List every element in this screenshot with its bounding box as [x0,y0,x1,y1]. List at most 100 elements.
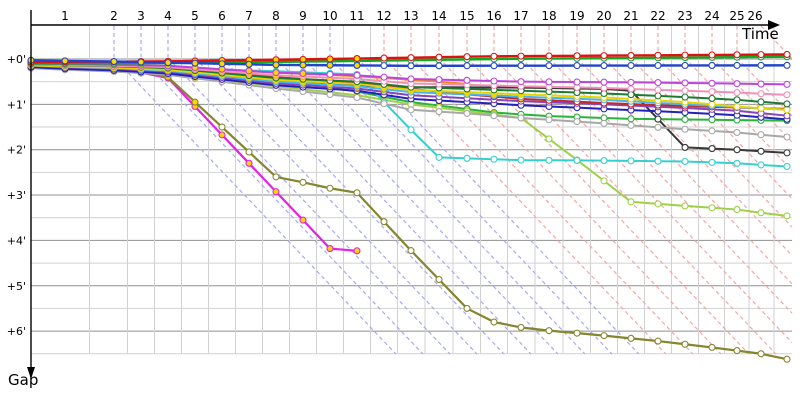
time-axis-arrow-icon [768,20,780,30]
marker-silver [783,133,791,141]
x-tick-label: 5 [191,9,199,23]
marker-cyan [545,156,553,164]
marker-olive [191,98,199,106]
marker-pink [681,87,689,95]
marker-blue [627,61,635,70]
marker-silver [463,109,471,117]
marker-blue [545,62,553,70]
marker-pink [733,89,741,97]
marker-cyan [435,153,443,161]
marker-violet [435,76,443,84]
marker-blue [517,62,525,70]
marker-black [681,143,689,151]
x-tick-label: 16 [486,9,501,23]
marker-violet [380,73,388,81]
x-tick-label: 6 [218,9,226,23]
marker-blue [490,62,498,70]
marker-violet [573,78,581,86]
marker-violet [326,70,334,78]
marker-olive [407,247,415,255]
marker-violet [783,80,791,88]
marker-silver [407,106,415,114]
marker-yellow [733,103,741,111]
marker-violet [627,78,635,86]
marker-cyan [681,157,689,166]
x-tick-label: 25 [729,9,744,23]
marker-olive [627,334,635,342]
marker-pink [757,90,765,98]
marker-lightgreen [757,209,765,217]
marker-red [573,52,581,60]
v-gridlines [89,25,775,354]
marker-violet [517,78,525,86]
marker-violet [407,75,415,83]
x-tick-label: 4 [164,9,172,23]
y-tick-label: +2' [7,144,26,157]
marker-darkgreen [708,94,716,103]
series-blue [27,56,791,70]
marker-red [757,51,765,59]
marker-violet [681,79,689,87]
marker-violet [353,71,361,79]
x-tick-label: 23 [677,9,692,23]
marker-lightgreen [600,177,608,185]
marker-darkgreen [681,93,689,101]
marker-cyan [783,162,791,171]
marker-darkgreen [733,96,741,104]
marker-yellow [757,104,765,112]
marker-blue [164,59,172,67]
marker-black [783,149,791,157]
x-tick-label: 11 [349,9,364,23]
marker-blue [353,61,361,69]
marker-olive [757,350,765,358]
marker-red [517,52,525,60]
marker-silver [435,108,443,116]
marker-silver [654,123,662,131]
marker-blue [407,62,415,70]
marker-cyan [407,126,415,134]
marker-blue [600,62,608,70]
marker-olive [681,340,689,348]
y-axis-title: Gap [8,371,39,389]
marker-red [733,51,741,59]
marker-silver [490,112,498,120]
marker-silver [353,93,361,102]
marker-lightgreen [654,200,662,208]
marker-blue [783,61,791,69]
marker-silver [573,118,581,126]
marker-blue [708,61,716,69]
marker-pink [600,84,608,92]
marker-mediumgreen [681,115,689,124]
marker-cyan [490,155,498,163]
marker-magenta [353,247,361,255]
marker-blue [299,61,307,69]
marker-red [545,52,553,60]
marker-darkgreen [783,100,791,108]
marker-black [708,145,716,153]
marker-violet [272,69,280,77]
x-tick-label: 3 [137,9,145,23]
marker-olive [380,218,388,226]
x-tick-label: 10 [322,9,337,23]
marker-cyan [733,159,741,167]
marker-violet [708,79,716,87]
marker-blue [137,58,145,66]
marker-blue [218,60,226,68]
x-tick-label: 2 [110,9,118,23]
x-tick-label: 8 [272,9,280,23]
marker-yellow [708,100,716,108]
marker-red [380,54,388,62]
x-tick-label: 13 [403,9,418,23]
series-olive [27,62,791,363]
marker-cyan [517,156,525,164]
x-tick-label: 9 [299,9,307,23]
marker-red [407,54,415,62]
marker-blue [61,57,69,65]
x-tick-label: 22 [650,9,665,23]
marker-red [353,54,361,63]
marker-red [681,51,689,59]
x-tick-label: 15 [459,9,474,23]
marker-violet [757,80,765,88]
marker-olive [272,173,280,181]
